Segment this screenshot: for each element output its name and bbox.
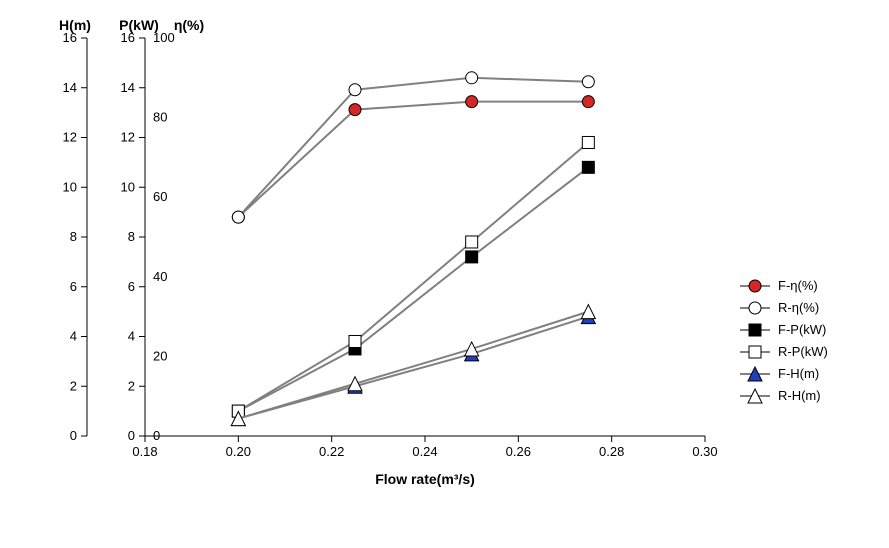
marker-R-eta — [232, 211, 244, 223]
y1-tick-label: 0 — [70, 428, 77, 443]
marker-F-P — [466, 251, 478, 263]
x-tick-label: 0.30 — [692, 444, 717, 459]
marker-F-eta — [582, 96, 594, 108]
marker-R-eta — [466, 72, 478, 84]
yr-tick-label: 80 — [153, 110, 167, 125]
y2-tick-label: 12 — [121, 130, 135, 145]
legend-label-R-P: R-P(kW) — [778, 344, 828, 359]
legend-label-F-eta: F-η(%) — [778, 278, 818, 293]
y2-tick-label: 10 — [121, 179, 135, 194]
yr-tick-label: 40 — [153, 269, 167, 284]
yr-tick-label: 60 — [153, 189, 167, 204]
y2-title: P(kW) — [119, 17, 159, 33]
y1-tick-label: 4 — [70, 329, 77, 344]
marker-R-eta — [582, 76, 594, 88]
x-tick-label: 0.18 — [132, 444, 157, 459]
y1-tick-label: 10 — [63, 179, 77, 194]
legend-label-F-H: F-H(m) — [778, 366, 819, 381]
y2-tick-label: 2 — [128, 378, 135, 393]
marker-F-eta — [349, 104, 361, 116]
x-tick-label: 0.24 — [412, 444, 437, 459]
marker-R-eta — [349, 84, 361, 96]
x-tick-label: 0.28 — [599, 444, 624, 459]
chart-stage: 0.18 0.20 0.22 0.24 0.26 0.28 0.30 Flow rate(m³… — [0, 0, 889, 548]
legend-marker-F-eta — [749, 280, 761, 292]
legend-label-R-H: R-H(m) — [778, 388, 821, 403]
legend: F-η(%) R-η(%) F-P(kW) R-P(kW) F-H(m) R-H(m) — [740, 278, 828, 403]
x-tick-label: 0.22 — [319, 444, 344, 459]
yr-tick-label: 20 — [153, 348, 167, 363]
marker-R-P — [349, 335, 361, 347]
x-tick-label: 0.20 — [226, 444, 251, 459]
yr-tick-label: 0 — [153, 428, 160, 443]
legend-marker-F-P — [749, 324, 761, 336]
marker-R-P — [466, 236, 478, 248]
y1-tick-label: 8 — [70, 229, 77, 244]
legend-label-F-P: F-P(kW) — [778, 322, 826, 337]
y1-tick-label: 6 — [70, 279, 77, 294]
x-tick-label: 0.26 — [506, 444, 531, 459]
yr-title: η(%) — [174, 17, 204, 33]
y1-tick-label: 14 — [63, 80, 77, 95]
y2-tick-label: 8 — [128, 229, 135, 244]
y1-title: H(m) — [59, 17, 91, 33]
chart-svg: 0.18 0.20 0.22 0.24 0.26 0.28 0.30 Flow rate(m³… — [0, 0, 889, 548]
legend-marker-R-P — [749, 346, 761, 358]
y2-tick-label: 4 — [128, 329, 135, 344]
x-axis-label: Flow rate(m³/s) — [375, 471, 475, 487]
marker-F-P — [582, 161, 594, 173]
marker-R-P — [582, 136, 594, 148]
y1-tick-label: 2 — [70, 378, 77, 393]
y2-tick-label: 6 — [128, 279, 135, 294]
marker-F-eta — [466, 96, 478, 108]
y2-tick-label: 14 — [121, 80, 135, 95]
y1-tick-label: 12 — [63, 130, 77, 145]
legend-label-R-eta: R-η(%) — [778, 300, 819, 315]
legend-marker-R-eta — [749, 302, 761, 314]
y2-tick-label: 0 — [128, 428, 135, 443]
